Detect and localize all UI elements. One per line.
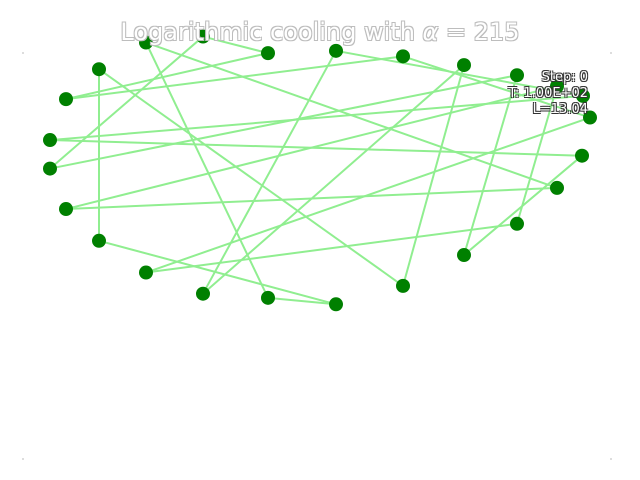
city-node — [261, 46, 275, 61]
chart-title: Logarithmic cooling with α = 215 — [0, 18, 640, 46]
city-node — [43, 161, 57, 176]
tour-edge — [145, 42, 269, 299]
tour-edge — [65, 55, 404, 101]
tour-edge — [98, 239, 337, 306]
tour-edge — [267, 296, 337, 306]
city-node — [92, 62, 106, 77]
tour-edge — [49, 94, 584, 142]
corner-mark-bottom-right — [610, 458, 612, 460]
city-node — [457, 248, 471, 263]
tour-edge — [202, 64, 465, 295]
temperature-label: T: 1.00E+02 — [508, 86, 588, 101]
city-node — [59, 92, 73, 107]
city-node — [196, 286, 210, 301]
tour-edge — [145, 222, 518, 274]
tour-length-label: L=13.04 — [532, 102, 588, 117]
tour-edge — [145, 116, 591, 274]
chart-title-prefix: Logarithmic cooling with — [120, 18, 423, 46]
city-node — [550, 180, 564, 195]
city-node — [576, 88, 590, 103]
tour-edge — [202, 35, 269, 55]
city-node — [139, 265, 153, 280]
tour-edge — [65, 52, 269, 101]
city-node — [550, 79, 564, 94]
city-node — [261, 290, 275, 305]
tour-edge — [65, 85, 558, 211]
city-node — [92, 233, 106, 248]
tour-edge — [402, 64, 465, 287]
step-label: Step: 0 — [541, 70, 588, 85]
city-node — [510, 216, 524, 231]
city-node — [329, 297, 343, 312]
corner-mark-bottom-left — [22, 458, 24, 460]
city-nodes — [43, 29, 597, 312]
chart-title-suffix: = 215 — [438, 18, 520, 46]
city-node — [457, 58, 471, 73]
tour-edge — [335, 49, 584, 97]
city-node — [510, 68, 524, 83]
tour-edge — [516, 85, 558, 225]
tour-edge — [98, 68, 404, 287]
city-node — [43, 133, 57, 148]
city-node — [329, 43, 343, 58]
city-node — [583, 110, 597, 125]
tour-edge — [49, 35, 204, 170]
tour-edges — [49, 35, 591, 306]
city-node — [139, 35, 153, 50]
corner-mark-top-left — [22, 52, 24, 54]
chart-title-symbol: α — [422, 18, 439, 46]
city-node — [59, 202, 73, 217]
tour-edge — [49, 74, 518, 170]
city-node — [396, 278, 410, 293]
tour-edge — [65, 186, 558, 211]
tour-edge — [49, 139, 583, 157]
tour-edge — [402, 55, 591, 119]
city-node — [196, 29, 210, 44]
city-node — [575, 148, 589, 163]
tour-edge — [145, 41, 558, 189]
tour-edge — [202, 50, 337, 295]
corner-mark-top-right — [610, 52, 612, 54]
city-node — [396, 49, 410, 64]
